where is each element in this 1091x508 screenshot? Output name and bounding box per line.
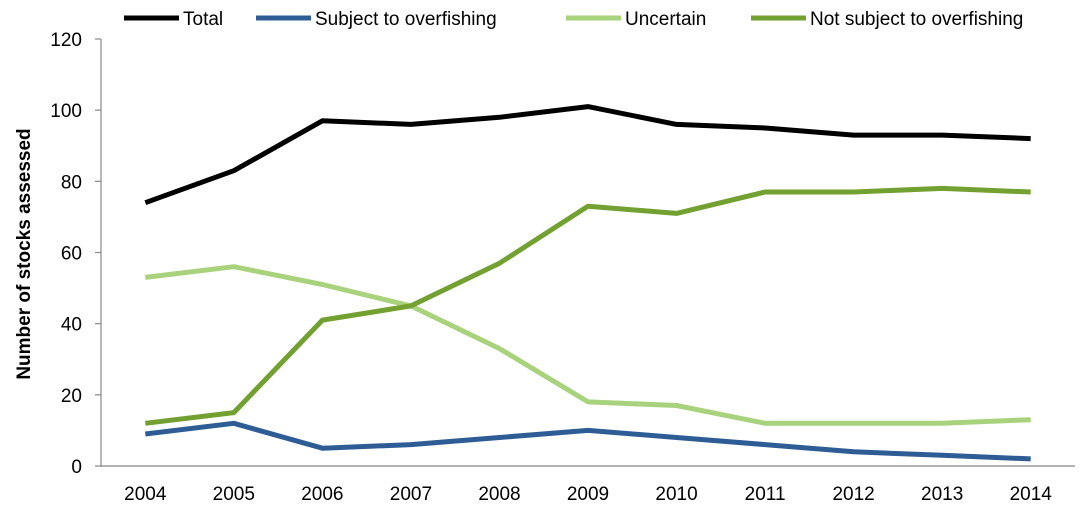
y-tick-label: 80 <box>61 172 82 193</box>
series-group <box>144 104 1031 462</box>
legend: Total Subject to overfishing Uncertain Not … <box>124 9 1023 30</box>
y-tick-label: 60 <box>61 244 82 265</box>
x-tick-label: 2009 <box>567 484 609 505</box>
x-ticks: 2004 2005 2006 2007 2008 2009 2010 2011 2012 2013… <box>124 484 1052 505</box>
x-tick-label: 2004 <box>124 484 167 505</box>
y-tick-label: 120 <box>50 30 82 51</box>
legend-label: Not subject to overfishing <box>810 9 1023 30</box>
x-tick-label: 2013 <box>921 484 963 505</box>
x-tick-label: 2011 <box>745 484 786 505</box>
x-tick-label: 2005 <box>213 484 255 505</box>
x-tick-label: 2010 <box>655 484 697 505</box>
x-tick-label: 2006 <box>301 484 343 505</box>
x-tick-label: 2012 <box>832 484 874 505</box>
series-line-2 <box>144 264 1031 426</box>
legend-label: Subject to overfishing <box>315 9 497 30</box>
y-axis-title: Number of stocks assessed <box>14 128 35 379</box>
series-line-3 <box>144 185 1031 426</box>
legend-label: Total <box>183 9 223 30</box>
x-tick-label: 2014 <box>1010 484 1053 505</box>
y-tick-label: 20 <box>61 386 82 407</box>
legend-label: Uncertain <box>625 9 706 30</box>
y-ticks: 0 20 40 60 80 100 120 <box>50 30 101 478</box>
y-tick-label: 100 <box>50 101 82 122</box>
x-tick-label: 2007 <box>390 484 432 505</box>
y-tick-label: 40 <box>61 315 82 336</box>
series-line-1 <box>144 420 1031 462</box>
series-line-0 <box>144 104 1031 206</box>
y-tick-label: 0 <box>71 457 82 478</box>
x-tick-label: 2008 <box>478 484 520 505</box>
